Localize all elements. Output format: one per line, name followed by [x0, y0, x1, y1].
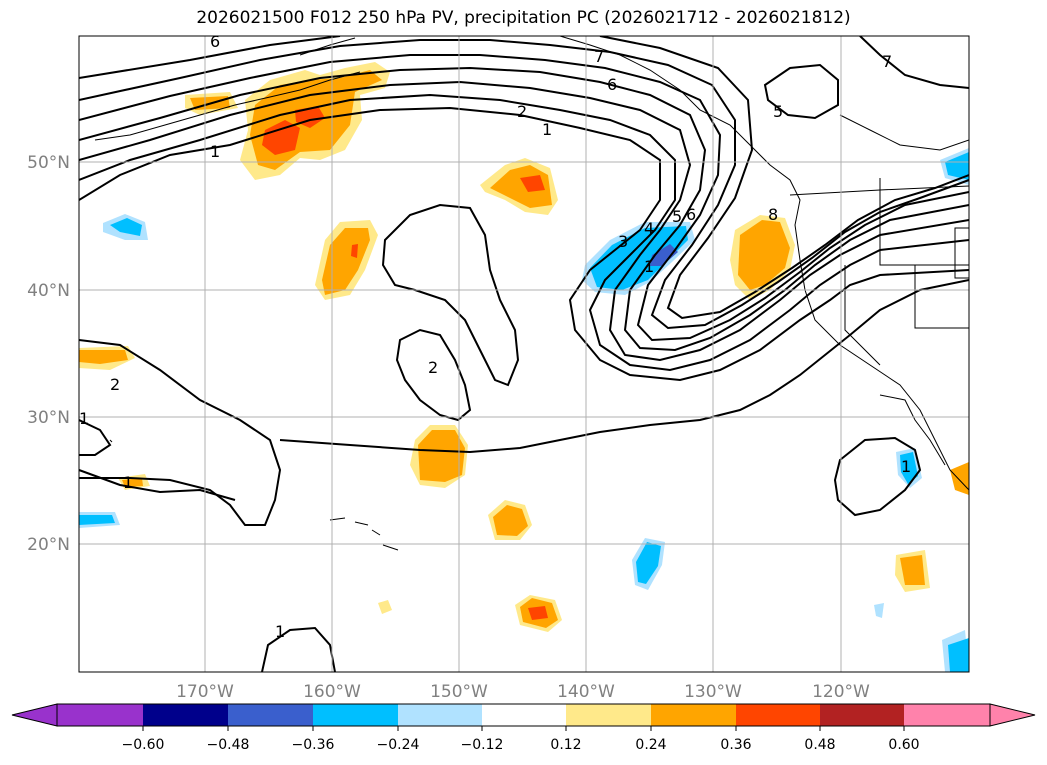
latitude-labels: 50°N 40°N 30°N 20°N — [27, 153, 70, 555]
colorbar-bin — [57, 704, 143, 726]
colorbar-bin — [651, 704, 736, 726]
lon-label: 140°W — [557, 682, 615, 702]
map-frame — [78, 35, 970, 673]
colorbar-tick: −0.24 — [377, 737, 420, 753]
lon-label: 170°W — [176, 682, 234, 702]
contour-label: 2 — [428, 358, 438, 377]
colorbar-bin — [820, 704, 904, 726]
contour-label: 1 — [644, 257, 654, 276]
colorbar-bin — [904, 704, 990, 726]
colorbar-extend-min — [11, 703, 58, 727]
colorbar-tick: −0.12 — [461, 737, 504, 753]
pv-contour-1 — [79, 106, 969, 382]
north-america-coast — [559, 36, 969, 491]
lon-label: 120°W — [812, 682, 870, 702]
map-title: 2026021500 F012 250 hPa PV, precipitatio… — [196, 8, 851, 28]
contour-label: 1 — [542, 120, 552, 139]
lon-label: 130°W — [684, 682, 742, 702]
colorbar-bin — [398, 704, 482, 726]
colorbar-extend-max — [989, 703, 1036, 727]
hawaii-islands — [329, 517, 399, 551]
map-background — [79, 36, 969, 672]
colorbar-bin — [143, 704, 228, 726]
colorbar-tick: −0.36 — [292, 737, 335, 753]
lat-label: 30°N — [27, 408, 70, 428]
aleutian-islands — [94, 71, 361, 141]
contour-label: 3 — [618, 232, 628, 251]
colorbar-tick: 0.48 — [804, 737, 835, 753]
contour-label: 1 — [901, 457, 911, 476]
contour-label: 7 — [882, 52, 892, 71]
contour-label: 5 — [672, 207, 682, 226]
pv-contour-west-1 — [79, 339, 282, 526]
pv-contour-2-closed — [381, 203, 520, 387]
gridlines — [79, 36, 969, 672]
lon-label: 160°W — [303, 682, 361, 702]
colorbar-tick: 0.60 — [888, 737, 919, 753]
colorbar-bin — [313, 704, 398, 726]
contour-label: 4 — [644, 219, 654, 238]
colorbar-tick: −0.60 — [122, 737, 165, 753]
contour-label: 6 — [607, 75, 617, 94]
precip-positive-areas — [79, 62, 969, 632]
contour-label: 2 — [110, 375, 120, 394]
contour-label: 1 — [275, 622, 285, 641]
contour-label: 2 — [517, 102, 527, 121]
colorbar-bin — [566, 704, 651, 726]
contour-labels: 6 7 6 5 7 2 1 1 3 4 5 6 8 1 2 2 1 1 1 1 — [79, 32, 911, 641]
colorbar-bin — [482, 704, 566, 726]
colorbar-tick: 0.12 — [550, 737, 581, 753]
colorbar-tick: 0.36 — [720, 737, 751, 753]
contour-label: 6 — [210, 32, 220, 51]
pv-contour-south-closed — [833, 436, 922, 517]
contour-label: 1 — [79, 409, 89, 428]
lon-label: 150°W — [430, 682, 488, 702]
lat-label: 40°N — [27, 281, 70, 301]
lat-label: 50°N — [27, 153, 70, 173]
lat-label: 20°N — [27, 535, 70, 555]
colorbar-tick: 0.24 — [635, 737, 666, 753]
colorbar-bin — [736, 704, 820, 726]
contour-label: 7 — [594, 47, 604, 66]
contour-label: 5 — [773, 102, 783, 121]
contour-label: 6 — [686, 205, 696, 224]
colorbar-bin — [228, 704, 313, 726]
contour-label: 1 — [123, 473, 133, 492]
pv-contour-5-loop — [763, 63, 839, 120]
colorbar: −0.60 −0.48 −0.36 −0.24 −0.12 0.12 0.24 … — [11, 703, 1036, 753]
contour-label: 1 — [210, 142, 220, 161]
pv-contour-2 — [79, 93, 969, 372]
contour-label: 8 — [768, 205, 778, 224]
colorbar-tick: −0.48 — [207, 737, 250, 753]
longitude-labels: 170°W 160°W 150°W 140°W 130°W 120°W — [176, 682, 870, 702]
